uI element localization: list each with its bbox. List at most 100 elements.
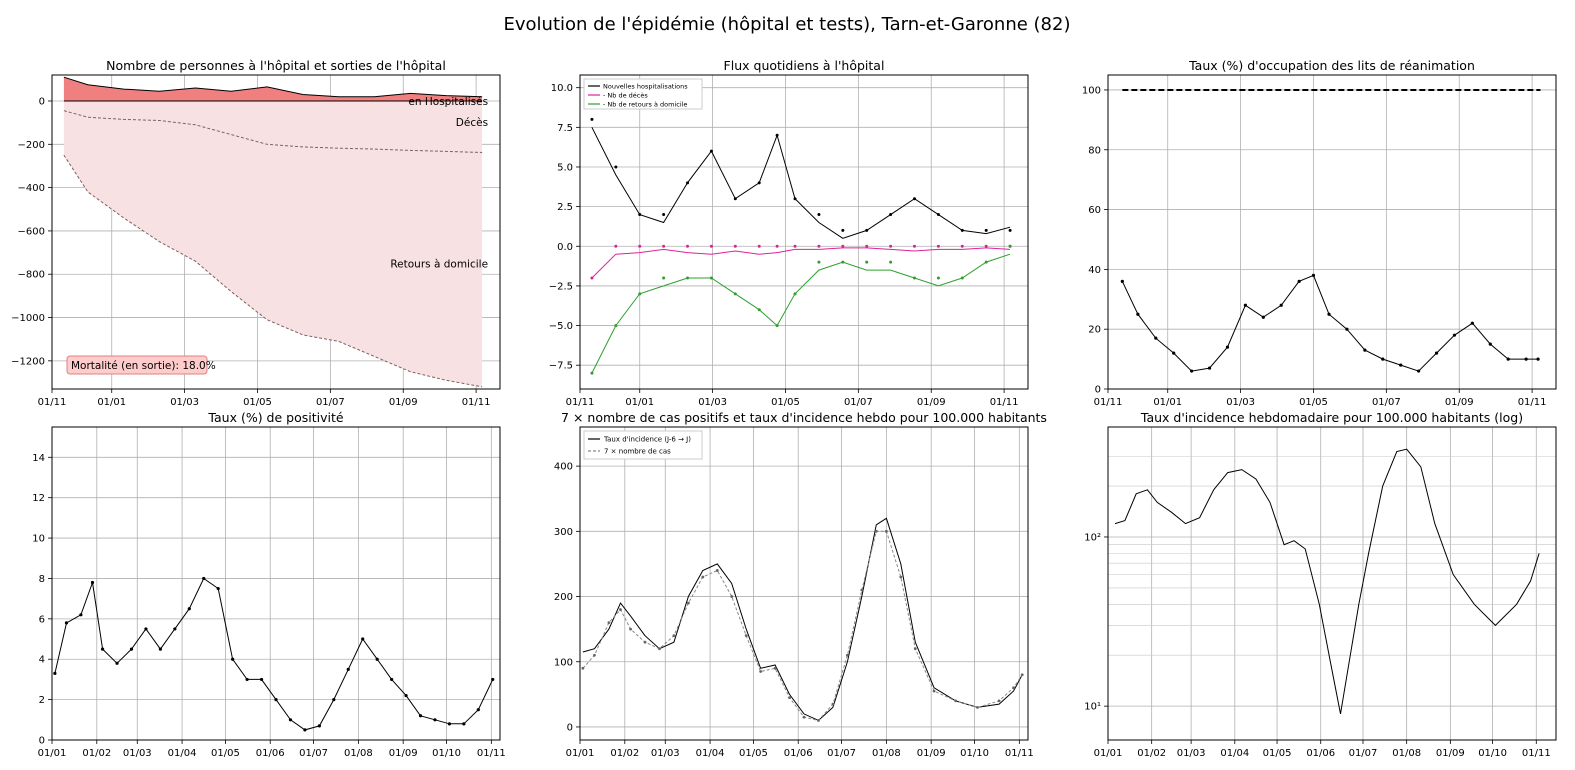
data-point [860, 588, 864, 592]
data-point [629, 627, 632, 631]
data-point [744, 634, 748, 638]
x-tick-label: 01/05 [1263, 748, 1292, 759]
data-point [841, 244, 845, 248]
data-point [793, 244, 797, 248]
data-point [1008, 228, 1012, 232]
x-tick-label: 01/09 [917, 397, 946, 408]
chart-title: Flux quotidiens à l'hôpital [724, 58, 885, 73]
axes-frame [579, 426, 1029, 741]
data-point [1243, 303, 1247, 307]
data-point [686, 601, 690, 605]
x-tick-label: 01/03 [1177, 748, 1206, 759]
data-point [129, 647, 134, 651]
data-point [404, 693, 408, 698]
y-tick-label: 6 [39, 614, 45, 625]
data-point [1417, 369, 1421, 373]
data-point [984, 244, 988, 248]
legend-label: - Nb de retours à domicile [603, 101, 687, 109]
data-point [701, 575, 705, 579]
y-tick-label: 40 [1088, 265, 1101, 276]
x-tick-label: 01/02 [1137, 748, 1166, 759]
data-point [775, 324, 779, 328]
data-point [144, 627, 148, 631]
chart-title: Taux (%) de positivité [207, 410, 343, 425]
data-point [672, 634, 676, 638]
data-point [793, 292, 797, 296]
legend-label: 7 × nombre de cas [604, 448, 671, 456]
label-mortalite: Mortalité (en sortie): 18.0% [71, 360, 216, 372]
data-point [889, 260, 893, 264]
data-point [997, 699, 1001, 703]
x-tick-label: 01/04 [168, 748, 197, 759]
x-tick-label: 01/01 [1153, 397, 1182, 408]
chart-title: Nombre de personnes à l'hôpital et sorti… [106, 58, 446, 73]
data-point [187, 607, 191, 611]
x-tick-label: 01/06 [1306, 748, 1335, 759]
data-point [1190, 369, 1194, 373]
data-point [346, 667, 350, 671]
data-point [614, 324, 618, 328]
legend: Nouvelles hospitalisations- Nb de décès-… [583, 78, 703, 110]
data-point [936, 276, 940, 280]
y-tick-label: 0 [39, 96, 45, 107]
data-point [1452, 333, 1457, 337]
x-tick-label: 01/07 [299, 748, 328, 759]
data-point [874, 529, 878, 533]
data-point [1536, 357, 1540, 361]
x-tick-label: 01/09 [1436, 748, 1465, 759]
data-point [288, 718, 293, 722]
series-line [591, 253, 1011, 374]
data-point [418, 714, 423, 718]
y-tick-label: 2.5 [557, 202, 573, 213]
data-point [884, 529, 888, 533]
data-point [960, 228, 964, 232]
y-tick-label: −5.0 [549, 321, 573, 332]
data-point [317, 724, 321, 728]
data-point [90, 580, 95, 585]
data-point [817, 244, 821, 248]
data-point [733, 244, 737, 248]
y-tick-label: 0.0 [557, 242, 573, 253]
data-point [1488, 342, 1492, 346]
data-point [841, 260, 845, 264]
data-point [303, 728, 307, 732]
chart-incidence: 7 × nombre de cas positifs et taux d'inc… [554, 410, 1047, 759]
data-point [899, 575, 903, 579]
chart-title: Taux d'incidence hebdomadaire pour 100.0… [1140, 410, 1523, 425]
y-tick-label: −800 [18, 270, 45, 281]
series-line [1114, 448, 1540, 714]
data-point [773, 666, 777, 670]
figure-title: Evolution de l'épidémie (hôpital et test… [504, 14, 1071, 35]
data-point [658, 647, 661, 651]
y-tick-label: 14 [32, 453, 45, 464]
chart-positivite: Taux (%) de positivité 01/01 01/02 01/03 01/… [32, 410, 505, 759]
x-tick-label: 01/07 [844, 397, 873, 408]
x-tick-label: 01/08 [872, 748, 901, 759]
x-tick-label: 01/05 [243, 397, 272, 408]
data-point [757, 181, 761, 185]
x-tick-label: 01/08 [344, 748, 373, 759]
data-point [662, 244, 666, 248]
data-point [757, 244, 761, 248]
data-point [845, 653, 849, 657]
data-point [53, 671, 57, 675]
data-point [462, 722, 466, 726]
series-line [54, 577, 494, 731]
y-tick-label: −1000 [11, 313, 45, 324]
x-tick-label: 01/07 [827, 748, 856, 759]
x-tick-label: 01/09 [1445, 397, 1474, 408]
hospitalises-line [63, 76, 483, 98]
x-tick-label: 01/09 [389, 748, 418, 759]
x-tick-label: 01/10 [1478, 748, 1507, 759]
x-tick-label: 01/03 [651, 748, 680, 759]
data-point [841, 228, 845, 232]
hospitalises-area [63, 77, 483, 101]
data-point [976, 705, 979, 709]
y-tick-label: 400 [554, 462, 573, 473]
data-point [817, 719, 820, 722]
data-point [709, 149, 713, 153]
data-point [913, 647, 917, 651]
data-point [79, 613, 83, 617]
data-point [730, 595, 734, 598]
y-tick-label: 0 [39, 736, 45, 747]
